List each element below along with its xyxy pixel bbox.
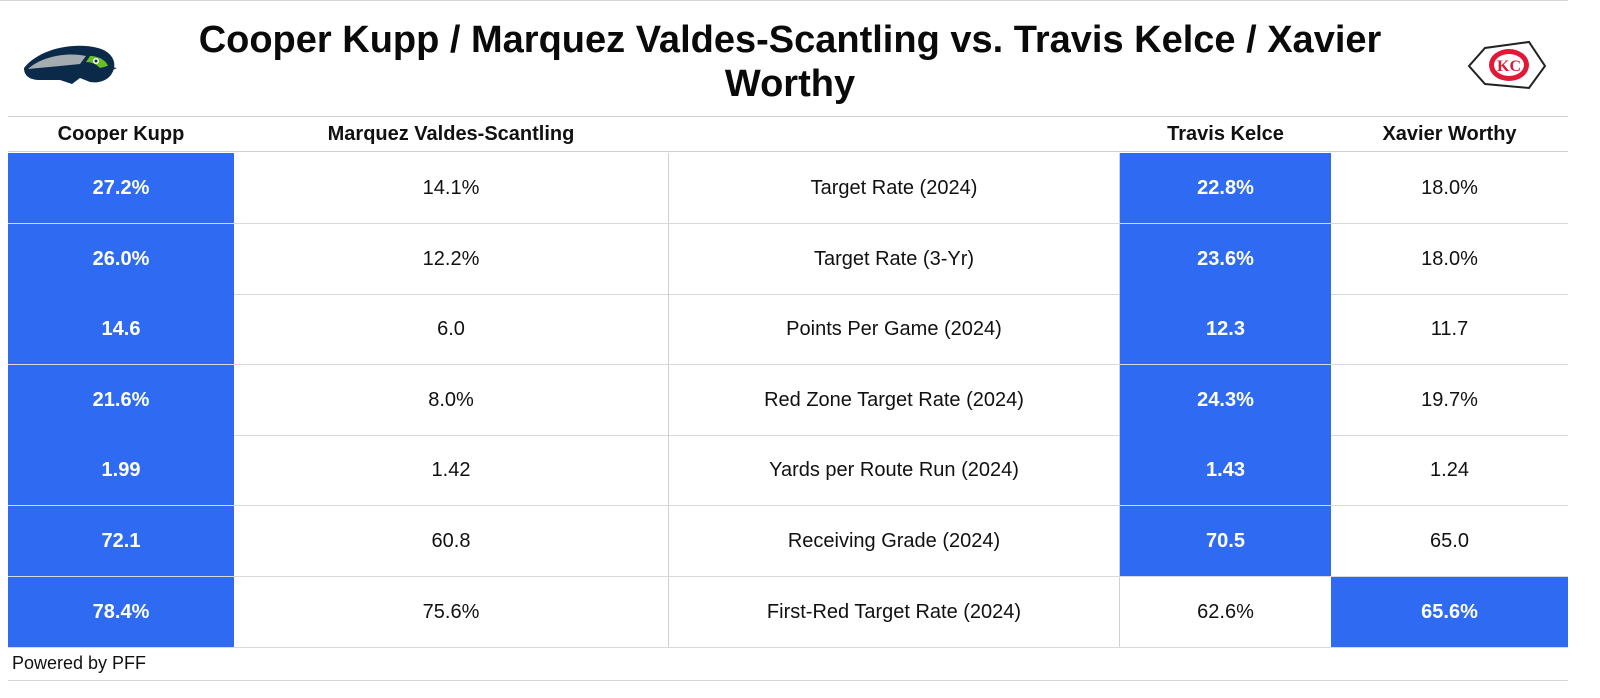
table-row: 72.1 60.8 Receiving Grade (2024) 70.5 65.0 — [8, 506, 1568, 577]
value-cell-mvs: 6.0 — [437, 318, 465, 341]
metric-label: Yards per Route Run (2024) — [668, 435, 1120, 506]
chart-title: Cooper Kupp / Marquez Valdes-Scantling v… — [198, 19, 1382, 105]
header-bottom-divider — [8, 151, 1568, 152]
value-cell-kelce: 22.8% — [1120, 153, 1331, 223]
value-cell-kelce: 70.5 — [1120, 506, 1331, 576]
value-cell-kupp: 14.6 — [8, 294, 234, 365]
value-cell-kupp: 26.0% — [8, 223, 234, 294]
value-cell-kelce: 12.3 — [1120, 294, 1331, 365]
column-header-kupp: Cooper Kupp — [57, 123, 185, 145]
value-cell-kupp: 21.6% — [8, 364, 234, 435]
table-row: 14.6 6.0 Points Per Game (2024) 12.3 11.7 — [8, 294, 1568, 366]
value-cell-worthy: 19.7% — [1421, 388, 1478, 411]
value-cell-worthy: 65.6% — [1331, 576, 1568, 647]
value-cell-kupp: 27.2% — [8, 153, 234, 223]
bottom-divider — [8, 680, 1568, 681]
value-cell-worthy: 18.0% — [1421, 177, 1478, 199]
value-cell-kelce: 62.6% — [1197, 600, 1254, 623]
table-row: 26.0% 12.2% Target Rate (3-Yr) 23.6% 18.0% — [8, 223, 1568, 295]
value-cell-mvs: 60.8 — [431, 530, 471, 552]
metric-label: First-Red Target Rate (2024) — [668, 576, 1120, 647]
column-header-kelce: Travis Kelce — [1167, 123, 1284, 145]
column-header-metric — [668, 119, 1120, 149]
table-row: 1.99 1.42 Yards per Route Run (2024) 1.43 1.… — [8, 435, 1568, 507]
metric-label: Target Rate (3-Yr) — [668, 223, 1120, 294]
value-cell-worthy: 65.0 — [1430, 530, 1469, 552]
metric-label: Points Per Game (2024) — [668, 294, 1120, 365]
value-cell-mvs: 75.6% — [422, 600, 480, 623]
svg-text:KC: KC — [1497, 58, 1521, 75]
value-cell-mvs: 14.1% — [422, 177, 480, 199]
metric-label: Target Rate (2024) — [668, 153, 1120, 223]
column-header-mvs: Marquez Valdes-Scantling — [327, 123, 575, 145]
metric-label: Red Zone Target Rate (2024) — [668, 364, 1120, 435]
table-row: 78.4% 75.6% First-Red Target Rate (2024) 62… — [8, 576, 1568, 648]
footer-credit: Powered by PFF — [12, 653, 147, 673]
value-cell-kupp: 72.1 — [8, 506, 234, 576]
value-cell-mvs: 8.0% — [428, 388, 474, 411]
column-header-worthy: Xavier Worthy — [1382, 123, 1517, 145]
value-cell-mvs: 1.42 — [431, 459, 471, 482]
value-cell-worthy: 1.24 — [1430, 459, 1469, 482]
metric-label: Receiving Grade (2024) — [668, 506, 1120, 576]
seahawks-logo — [24, 45, 117, 84]
value-cell-kelce: 24.3% — [1120, 364, 1331, 435]
value-cell-kelce: 23.6% — [1120, 223, 1331, 294]
table-row: 27.2% 14.1% Target Rate (2024) 22.8% 18.0% — [8, 153, 1568, 224]
value-cell-kupp: 1.99 — [8, 435, 234, 506]
header-top-divider — [8, 116, 1568, 117]
table-row: 21.6% 8.0% Red Zone Target Rate (2024) 24.3… — [8, 364, 1568, 436]
value-cell-kupp: 78.4% — [8, 576, 234, 647]
value-cell-mvs: 12.2% — [422, 247, 480, 270]
value-cell-worthy: 11.7 — [1430, 318, 1469, 341]
chiefs-logo: KC — [1467, 40, 1547, 90]
value-cell-kelce: 1.43 — [1120, 435, 1331, 506]
value-cell-worthy: 18.0% — [1421, 247, 1478, 270]
top-divider — [0, 0, 1568, 1]
